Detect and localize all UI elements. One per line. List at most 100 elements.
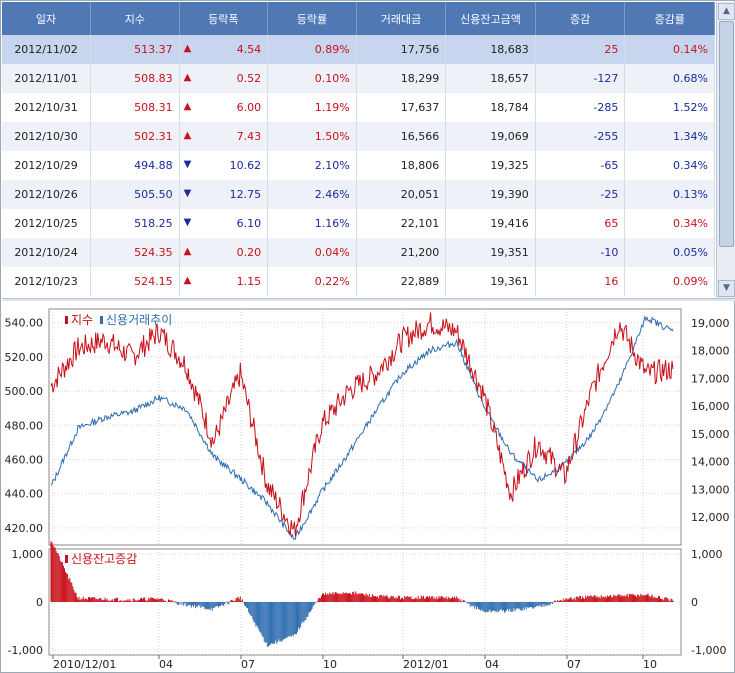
table-row[interactable]: 2012/10/23 524.15 ▲ 1.15 0.22% 22,889 19,361 16… [2, 267, 715, 296]
column-header[interactable]: 거래대금 [356, 2, 447, 35]
index-cell: 513.37 [90, 35, 180, 64]
balance-change-bars [50, 541, 674, 647]
column-header[interactable]: 등락폭 [179, 2, 269, 35]
index-legend-swatch [65, 316, 68, 324]
up-triangle-icon: ▲ [183, 101, 192, 112]
left-tick-label: 480.00 [5, 419, 44, 432]
x-tick-label: 04 [159, 658, 173, 671]
sub-right-tick-label: 0 [691, 596, 698, 609]
delta-rate-cell: 0.68% [624, 64, 715, 93]
balance-change-legend-label: 신용잔고증감 [71, 552, 137, 566]
right-tick-label: 16,000 [691, 400, 730, 413]
main-legend: 지수 신용거래추이 [65, 313, 172, 327]
credit-table: 일자 지수 등락폭 등락률 거래대금 신용잔고금액 증감 증감률 2012/11/02 513.… [2, 2, 715, 296]
volume-cell: 18,806 [356, 151, 447, 180]
delta-rate-cell: 0.14% [624, 35, 715, 64]
right-tick-label: 18,000 [691, 345, 730, 358]
delta-rate-cell: 1.52% [624, 93, 715, 122]
column-header[interactable]: 증감률 [624, 2, 715, 35]
left-tick-label: 420.00 [5, 522, 44, 535]
date-cell: 2012/10/26 [2, 180, 92, 209]
table-row[interactable]: 2012/10/31 508.31 ▲ 6.00 1.19% 17,637 18,784 -2… [2, 93, 715, 122]
sub-left-tick-label: 1,000 [12, 548, 44, 561]
rate-cell: 2.46% [267, 180, 357, 209]
splitter[interactable] [2, 298, 735, 301]
volume-cell: 16,566 [356, 122, 447, 151]
rate-cell: 0.10% [267, 64, 357, 93]
index-cell: 508.31 [90, 93, 180, 122]
table-header-row: 일자 지수 등락폭 등락률 거래대금 신용잔고금액 증감 증감률 [2, 2, 715, 35]
change-cell: ▲ 0.52 [179, 64, 269, 93]
credit-legend-label: 신용거래추이 [106, 313, 172, 327]
delta-cell: -285 [535, 93, 626, 122]
date-cell: 2012/11/02 [2, 35, 92, 64]
right-tick-label: 19,000 [691, 317, 730, 330]
date-cell: 2012/10/29 [2, 151, 92, 180]
vertical-scrollbar[interactable]: ▲ ▼ [716, 2, 735, 298]
sub-left-tick-label: -1,000 [8, 644, 43, 657]
balance-cell: 19,361 [445, 267, 536, 296]
table-row[interactable]: 2012/10/26 505.50 ▼ 12.75 2.46% 20,051 19,390-… [2, 180, 715, 209]
x-axis: 2010/12/01 04 07 10 2012/01 04 07 10 [52, 655, 657, 671]
sub-legend: 신용잔고증감 [65, 552, 137, 566]
table-row[interactable]: 2012/10/29 494.88 ▼ 10.62 2.10% 18,806 19,325-… [2, 151, 715, 180]
volume-cell: 22,101 [356, 209, 447, 238]
x-tick-label: 07 [567, 658, 581, 671]
rate-cell: 0.04% [267, 238, 357, 267]
up-triangle-icon: ▲ [183, 246, 192, 257]
change-cell: ▲ 6.00 [179, 93, 269, 122]
change-value: 12.75 [229, 188, 262, 201]
delta-rate-cell: 1.34% [624, 122, 715, 151]
table-row[interactable]: 2012/11/02 513.37 ▲ 4.54 0.89% 17,756 18,683 25… [2, 35, 715, 64]
scroll-up-arrow-icon[interactable]: ▲ [718, 3, 735, 20]
change-cell: ▲ 4.54 [179, 35, 269, 64]
rate-cell: 2.10% [267, 151, 357, 180]
right-tick-label: 12,000 [691, 511, 730, 524]
delta-cell: -10 [535, 238, 626, 267]
scroll-thumb[interactable] [719, 21, 734, 247]
index-cell: 518.25 [90, 209, 180, 238]
change-value: 6.10 [236, 217, 262, 230]
scroll-down-arrow-icon[interactable]: ▼ [718, 280, 735, 297]
up-triangle-icon: ▲ [183, 275, 192, 286]
rate-cell: 1.16% [267, 209, 357, 238]
index-cell: 524.15 [90, 267, 180, 296]
index-cell: 524.35 [90, 238, 180, 267]
change-cell: ▼ 10.62 [179, 151, 269, 180]
delta-cell: 65 [535, 209, 626, 238]
x-tick-label: 2010/12/01 [53, 658, 116, 671]
delta-cell: -25 [535, 180, 626, 209]
column-header[interactable]: 일자 [2, 2, 92, 35]
rate-cell: 0.22% [267, 267, 357, 296]
x-tick-label: 10 [323, 658, 337, 671]
rate-cell: 0.89% [267, 35, 357, 64]
index-cell: 494.88 [90, 151, 180, 180]
index-legend-label: 지수 [71, 313, 93, 327]
up-triangle-icon: ▲ [183, 130, 192, 141]
volume-cell: 22,889 [356, 267, 447, 296]
delta-cell: -127 [535, 64, 626, 93]
volume-cell: 21,200 [356, 238, 447, 267]
column-header[interactable]: 증감 [535, 2, 626, 35]
column-header[interactable]: 등락률 [267, 2, 357, 35]
sub-right-tick-label: 1,000 [691, 548, 723, 561]
credit-legend-swatch [100, 316, 103, 324]
right-tick-label: 15,000 [691, 428, 730, 441]
column-header[interactable]: 지수 [90, 2, 180, 35]
table-row[interactable]: 2012/10/25 518.25 ▼ 6.10 1.16% 22,101 19,416 65… [2, 209, 715, 238]
balance-cell: 18,683 [445, 35, 536, 64]
table-row[interactable]: 2012/10/24 524.35 ▲ 0.20 0.04% 21,200 19,351 -1… [2, 238, 715, 267]
left-axis: 540.00 520.00 500.00 480.00 460.00 440.00 420.… [5, 317, 44, 535]
change-cell: ▲ 1.15 [179, 267, 269, 296]
date-cell: 2012/10/31 [2, 93, 92, 122]
balance-cell: 19,390 [445, 180, 536, 209]
column-header[interactable]: 신용잔고금액 [445, 2, 536, 35]
up-triangle-icon: ▲ [183, 43, 192, 54]
table-row[interactable]: 2012/10/30 502.31 ▲ 7.43 1.50% 16,566 19,069 -2… [2, 122, 715, 151]
delta-rate-cell: 0.09% [624, 267, 715, 296]
delta-cell: -65 [535, 151, 626, 180]
table-row[interactable]: 2012/11/01 508.83 ▲ 0.52 0.10% 18,299 18,657 -1… [2, 64, 715, 93]
x-tick-label: 04 [485, 658, 499, 671]
x-tick-label: 07 [241, 658, 255, 671]
chart-area: 540.00 520.00 500.00 480.00 460.00 440.00 420.… [5, 308, 730, 671]
